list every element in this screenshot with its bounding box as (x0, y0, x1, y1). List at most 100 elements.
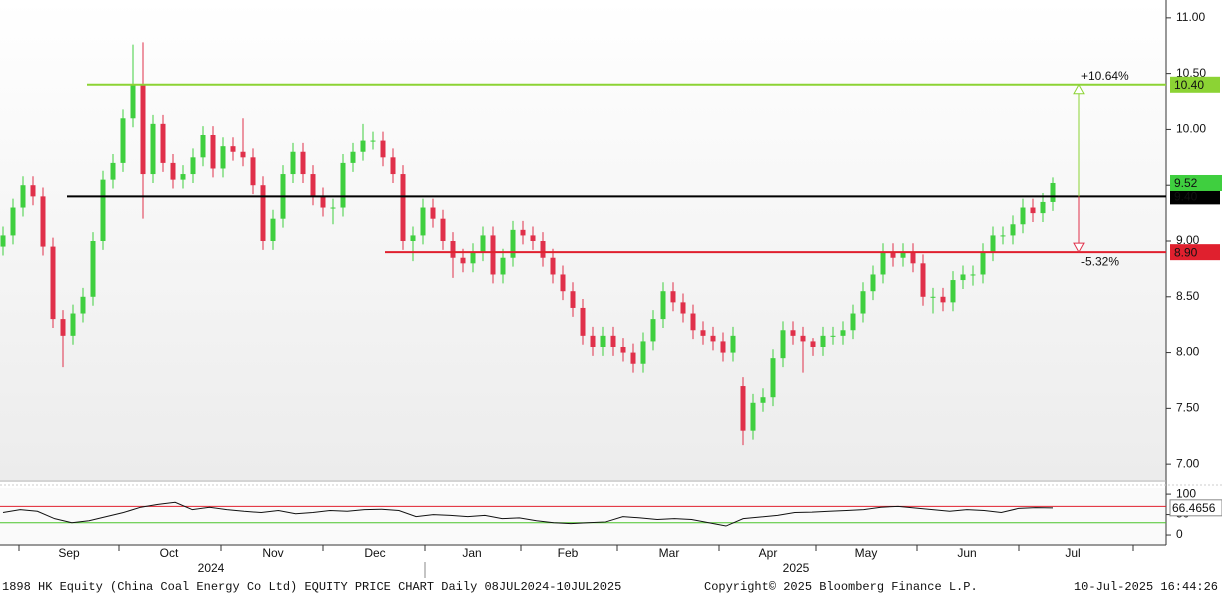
candle-body (460, 257, 466, 264)
candle-body (740, 386, 746, 431)
candle-body (580, 307, 586, 336)
candle-body (420, 207, 426, 236)
candle-body (1020, 207, 1026, 225)
candle-body (110, 162, 116, 180)
candle-body (710, 335, 716, 342)
y-tick-label: 10.00 (1176, 122, 1206, 136)
rsi-tick-label: 100 (1176, 486, 1196, 500)
candle-body (810, 341, 816, 347)
x-tick-label: Sep (58, 546, 80, 560)
chart-title: 1898 HK Equity (China Coal Energy Co Ltd… (2, 580, 621, 594)
candle-body (940, 296, 946, 303)
candle-body (190, 157, 196, 175)
annotation: +10.64% (1081, 69, 1129, 83)
level-label: 9.40 (1174, 190, 1198, 204)
candle-body (750, 402, 756, 431)
candle-body (120, 118, 126, 163)
candle-body (390, 157, 396, 175)
candle-body (800, 335, 806, 342)
rsi-last-label: 66.4656 (1172, 501, 1216, 515)
candle-body (830, 335, 836, 337)
candle-body (880, 252, 886, 275)
candle-body (1030, 207, 1036, 214)
x-tick-label: Jan (462, 546, 481, 560)
candle-body (370, 140, 376, 142)
candle-body (870, 274, 876, 292)
candle-body (270, 218, 276, 241)
candle-body (160, 123, 166, 163)
x-tick-label: Jun (957, 546, 976, 560)
year-label: 2024 (198, 561, 225, 575)
level-label: 10.40 (1174, 78, 1204, 92)
candle-body (540, 241, 546, 258)
y-tick-label: 9.00 (1176, 233, 1200, 247)
candle-body (610, 335, 616, 347)
level-label-box (1170, 76, 1220, 93)
candle-body (650, 319, 656, 342)
candle-body (840, 330, 846, 336)
candle-body (890, 252, 896, 258)
copyright: Copyright© 2025 Bloomberg Finance L.P. (704, 580, 978, 594)
candle-body (680, 302, 686, 314)
candle-body (520, 229, 526, 236)
y-tick-label: 10.50 (1176, 66, 1206, 80)
x-tick-label: Nov (262, 546, 283, 560)
candle-body (640, 341, 646, 364)
rsi-line (2, 501, 1054, 527)
candle-body (670, 291, 676, 303)
level-label-box (1170, 188, 1220, 205)
candle-body (340, 162, 346, 208)
x-tick-label: Mar (659, 546, 680, 560)
timestamp: 10-Jul-2025 16:44:26 (1074, 580, 1218, 594)
candle-body (410, 235, 416, 241)
candle-body (150, 123, 156, 175)
arrow-head (1073, 242, 1085, 254)
candle-body (200, 135, 206, 158)
candle-body (250, 157, 256, 186)
candle-body (590, 335, 596, 347)
candle-body (140, 84, 146, 175)
candle-body (600, 335, 606, 347)
level-label-box (1170, 244, 1220, 261)
candle-body (760, 397, 766, 403)
rsi-tick-label: 0 (1176, 527, 1183, 541)
candle-body (30, 185, 36, 197)
candle-body (990, 235, 996, 253)
last-price-label: 9.52 (1174, 176, 1198, 190)
candle-body (1040, 201, 1046, 214)
candle-body (900, 252, 906, 258)
candle-body (220, 146, 226, 169)
candle-body (1010, 224, 1016, 236)
candle-body (430, 207, 436, 219)
candle-body (300, 151, 306, 175)
candle-body (240, 151, 246, 158)
last-price-box (1170, 174, 1222, 191)
candle-body (10, 207, 16, 236)
candle-body (620, 346, 626, 353)
candle-body (360, 140, 366, 152)
candle-body (930, 296, 936, 298)
candle-body (60, 319, 66, 336)
candle-body (550, 257, 556, 275)
candle-body (690, 313, 696, 331)
candle-body (500, 257, 506, 275)
level-label: 8.90 (1174, 245, 1198, 259)
candle-body (820, 335, 826, 347)
y-tick-label: 11.00 (1176, 10, 1205, 24)
candle-body (470, 252, 476, 264)
candle-body (70, 313, 76, 336)
candle-body (510, 229, 516, 258)
y-tick-label: 8.50 (1176, 289, 1200, 303)
candle-body (730, 335, 736, 353)
candle-body (320, 196, 326, 208)
candle-body (330, 207, 336, 209)
candle-body (560, 274, 566, 292)
candle-body (860, 291, 866, 314)
y-tick-label: 7.00 (1176, 456, 1200, 470)
price-panel (0, 0, 1166, 480)
candle-body (450, 241, 456, 258)
candle-body (980, 252, 986, 275)
x-tick-label: Apr (759, 546, 778, 560)
x-tick-label: May (855, 546, 878, 560)
